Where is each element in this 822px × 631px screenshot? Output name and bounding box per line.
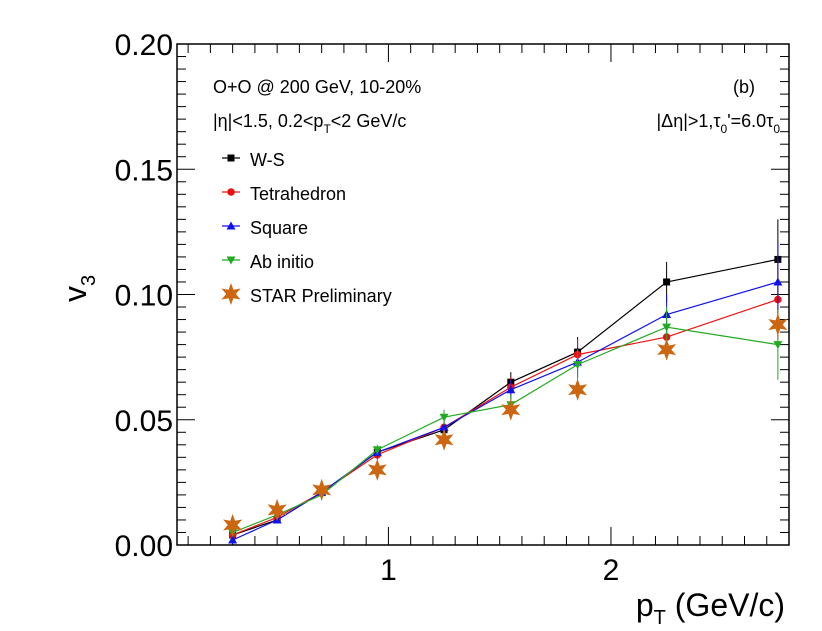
tetrahedron-line (232, 298, 779, 536)
y-tick-label: 0.05 (115, 405, 173, 438)
x-tick-label: 2 (603, 554, 620, 587)
star-preliminary-point (501, 398, 521, 421)
legend-marker-ab-initio (226, 256, 236, 265)
x-tick-label: 1 (380, 554, 397, 587)
ab-initio-point (439, 413, 449, 422)
square-point (439, 422, 449, 431)
kinematic-cuts-annotation: |η|<1.5, 0.2<pT<2 GeV/c (213, 111, 406, 136)
legend-marker-tetrahedron (227, 188, 235, 196)
legend-marker-star-preliminary (221, 283, 241, 305)
series-layer (223, 219, 788, 544)
y-tick-label: 0.10 (115, 280, 173, 313)
star-preliminary-point (312, 478, 332, 501)
legend-label-star: STAR Preliminary (250, 286, 392, 306)
y-axis-title: v3 (57, 275, 100, 302)
ab-initio-point (372, 446, 382, 455)
w-s-point (663, 278, 671, 286)
legend-label-tetrahedron: Tetrahedron (250, 184, 346, 204)
legend-marker-square (226, 221, 236, 230)
star-preliminary-point (223, 514, 243, 536)
square-point (506, 385, 516, 394)
ab-initio-point (662, 323, 672, 332)
series-star-preliminary (223, 312, 788, 536)
y-tick-label: 0.20 (115, 29, 173, 62)
y-tick-label: 0.00 (115, 530, 173, 563)
square-point (228, 535, 238, 544)
system-annotation: O+O @ 200 GeV, 10-20% (213, 77, 421, 97)
axis-ticks (177, 43, 790, 546)
ab-initio-line (232, 326, 778, 534)
star-preliminary-point (657, 338, 677, 361)
star-preliminary-point (568, 378, 588, 401)
star-preliminary-point (768, 313, 788, 336)
legend-label-square: Square (250, 218, 308, 238)
x-axis-title: pT (GeV/c) (636, 587, 785, 629)
ab-initio-point (773, 341, 783, 350)
star-preliminary-point (434, 428, 454, 451)
ab-initio-point (573, 361, 583, 370)
star-preliminary-point (367, 458, 387, 481)
legend-marker-w-s (227, 154, 235, 162)
axis-tick-labels: 0.00 0.05 0.10 0.15 0.20 1 2 (115, 29, 620, 587)
legend-label-ab-initio: Ab initio (250, 252, 314, 272)
legend: W-S Tetrahedron Square Ab initio STAR Pr… (221, 150, 392, 306)
eta-gap-annotation: |Δη|>1,τ0'=6.0τ0 (657, 111, 781, 136)
series-ab-initio (228, 307, 783, 537)
star-preliminary-point (267, 498, 287, 521)
square-point (773, 277, 783, 286)
legend-label-ws: W-S (250, 150, 285, 170)
panel-label: (b) (733, 77, 755, 97)
y-tick-label: 0.15 (115, 154, 173, 187)
